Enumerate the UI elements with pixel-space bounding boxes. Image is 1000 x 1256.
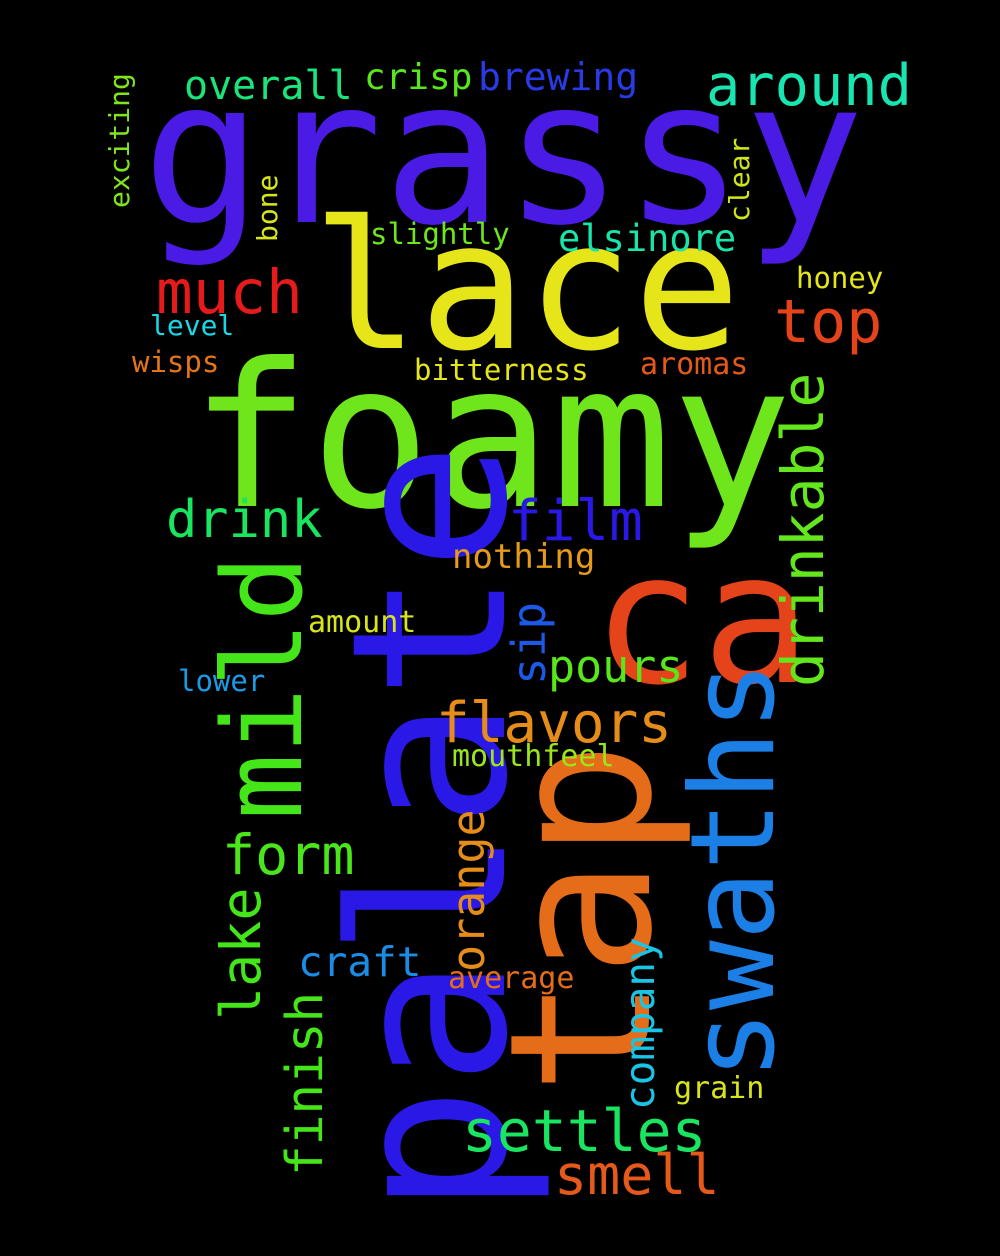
word-aromas: aromas <box>640 347 749 382</box>
word-drinkable: drinkable <box>769 372 837 687</box>
word-mouthfeel: mouthfeel <box>452 739 615 774</box>
word-clear: clear <box>723 137 756 222</box>
word-foamy: foamy <box>190 321 793 554</box>
word-overall: overall <box>184 63 353 109</box>
word-film: film <box>508 489 643 554</box>
word-drink: drink <box>166 490 323 550</box>
word-sip: sip <box>502 601 556 685</box>
word-exciting: exciting <box>103 73 136 208</box>
word-average: average <box>448 961 575 996</box>
word-lake: lake <box>209 887 273 1020</box>
word-grain: grain <box>674 1071 765 1106</box>
word-company: company <box>616 937 664 1110</box>
word-top: top <box>774 287 883 357</box>
word-slightly: slightly <box>370 217 510 251</box>
word-orange: orange <box>442 809 495 972</box>
word-bone: bone <box>251 174 284 242</box>
word-around: around <box>706 53 912 119</box>
word-form: form <box>222 823 355 887</box>
word-finish: finish <box>276 991 335 1176</box>
word-nothing: nothing <box>452 537 596 577</box>
word-flavors: flavors <box>436 691 673 756</box>
word-wisps: wisps <box>132 345 220 379</box>
word-elsinore: elsinore <box>558 217 737 260</box>
word-grassy: grassy <box>142 37 865 270</box>
word-much: much <box>156 257 303 328</box>
word-settles: settles <box>462 1097 707 1165</box>
word-pours: pours <box>548 640 684 693</box>
word-swaths: swaths <box>666 660 801 1080</box>
word-crisp: crisp <box>364 57 473 98</box>
word-amount: amount <box>308 605 417 640</box>
word-brewing: brewing <box>478 55 639 99</box>
word-lower: lower <box>178 664 266 698</box>
word-honey: honey <box>796 261 884 295</box>
word-level: level <box>150 309 235 342</box>
word-craft: craft <box>298 938 422 986</box>
word-bitterness: bitterness <box>414 353 589 387</box>
word-ca: ca <box>592 513 812 725</box>
word-smell: smell <box>554 1143 720 1207</box>
word-lace: lace <box>312 183 741 390</box>
